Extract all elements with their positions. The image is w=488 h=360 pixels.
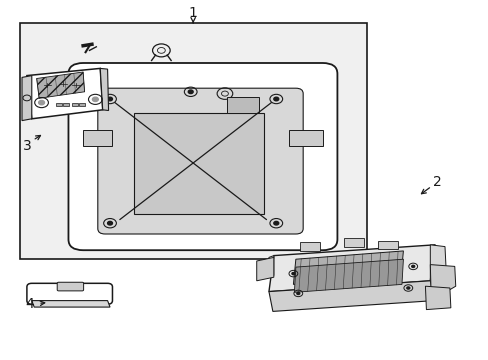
FancyBboxPatch shape <box>300 242 319 251</box>
Polygon shape <box>288 130 322 146</box>
Circle shape <box>107 97 112 101</box>
Polygon shape <box>256 257 273 281</box>
Circle shape <box>107 221 112 225</box>
Circle shape <box>92 97 98 102</box>
FancyBboxPatch shape <box>57 282 83 291</box>
Text: 2: 2 <box>432 175 441 189</box>
Circle shape <box>188 90 193 94</box>
Text: 4: 4 <box>25 297 34 311</box>
Circle shape <box>296 292 299 294</box>
Polygon shape <box>100 68 108 111</box>
FancyBboxPatch shape <box>68 63 337 250</box>
Text: 3: 3 <box>22 139 31 153</box>
FancyBboxPatch shape <box>20 23 366 259</box>
Polygon shape <box>32 301 110 307</box>
Polygon shape <box>268 281 433 311</box>
Circle shape <box>411 265 414 267</box>
Polygon shape <box>27 68 102 119</box>
Polygon shape <box>429 245 445 281</box>
Polygon shape <box>37 72 84 98</box>
FancyBboxPatch shape <box>378 241 397 249</box>
FancyBboxPatch shape <box>63 103 69 106</box>
Circle shape <box>406 287 409 289</box>
FancyBboxPatch shape <box>134 113 264 214</box>
Circle shape <box>291 273 294 275</box>
FancyBboxPatch shape <box>27 283 112 304</box>
FancyBboxPatch shape <box>72 103 78 106</box>
Polygon shape <box>425 286 450 310</box>
FancyBboxPatch shape <box>56 103 61 106</box>
Polygon shape <box>293 251 403 284</box>
Circle shape <box>273 221 278 225</box>
Polygon shape <box>268 256 273 277</box>
Circle shape <box>39 100 44 105</box>
Text: 1: 1 <box>188 6 197 19</box>
Polygon shape <box>268 245 434 292</box>
FancyBboxPatch shape <box>344 238 363 247</box>
FancyBboxPatch shape <box>79 103 84 106</box>
Bar <box>227 97 259 113</box>
Polygon shape <box>22 76 32 121</box>
Polygon shape <box>83 130 112 146</box>
Circle shape <box>273 97 278 101</box>
Polygon shape <box>294 259 403 292</box>
Polygon shape <box>429 265 455 301</box>
FancyBboxPatch shape <box>98 88 303 234</box>
